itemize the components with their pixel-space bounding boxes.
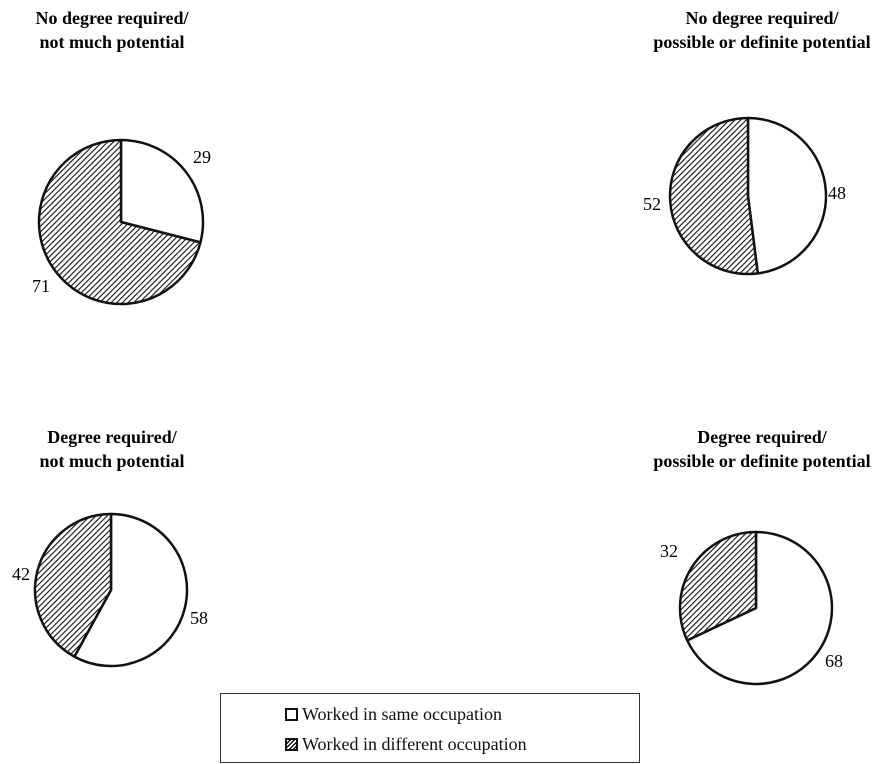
pie-label-same: 68 xyxy=(825,651,843,671)
pie-chart-2: No degree required/possible or definite … xyxy=(643,8,871,276)
pie-title-line: possible or definite potential xyxy=(653,451,870,471)
pie-slice-same xyxy=(73,512,189,668)
pie-title-line: Degree required/ xyxy=(697,427,827,447)
pie-label-different: 71 xyxy=(32,276,50,296)
pie-title-line: not much potential xyxy=(39,32,184,52)
pie-title-line: not much potential xyxy=(39,451,184,471)
legend-item-different: Worked in different occupation xyxy=(285,734,527,755)
pie-label-same: 58 xyxy=(190,608,208,628)
pie-title-line: possible or definite potential xyxy=(653,32,870,52)
legend-item-same: Worked in same occupation xyxy=(285,704,502,725)
pie-chart-1: No degree required/not much potential 29 7… xyxy=(32,8,211,306)
pie-chart-4: Degree required/possible or definite pot… xyxy=(653,427,871,686)
pie-slice-different xyxy=(678,530,758,642)
legend-label-different: Worked in different occupation xyxy=(302,734,527,754)
pie-label-same: 29 xyxy=(193,147,211,167)
legend: Worked in same occupation Worked in diff… xyxy=(220,693,640,763)
legend-swatch-different xyxy=(285,738,298,751)
pie-slice-same xyxy=(746,116,828,275)
pie-chart-3: Degree required/not much potential 58 42 xyxy=(12,427,208,668)
pie-title-line: No degree required/ xyxy=(686,8,840,28)
legend-label-same: Worked in same occupation xyxy=(302,704,502,724)
pie-label-different: 52 xyxy=(643,194,661,214)
pie-slice-different xyxy=(33,512,113,658)
pie-slice-same xyxy=(119,138,205,244)
pie-slice-same xyxy=(685,530,834,686)
pie-title-line: No degree required/ xyxy=(36,8,190,28)
pie-slice-different xyxy=(668,116,760,276)
pie-slice-different xyxy=(37,138,202,306)
legend-swatch-same xyxy=(285,708,298,721)
pie-label-different: 32 xyxy=(660,541,678,561)
pie-label-same: 48 xyxy=(828,183,846,203)
pie-label-different: 42 xyxy=(12,564,30,584)
pie-title-line: Degree required/ xyxy=(47,427,177,447)
